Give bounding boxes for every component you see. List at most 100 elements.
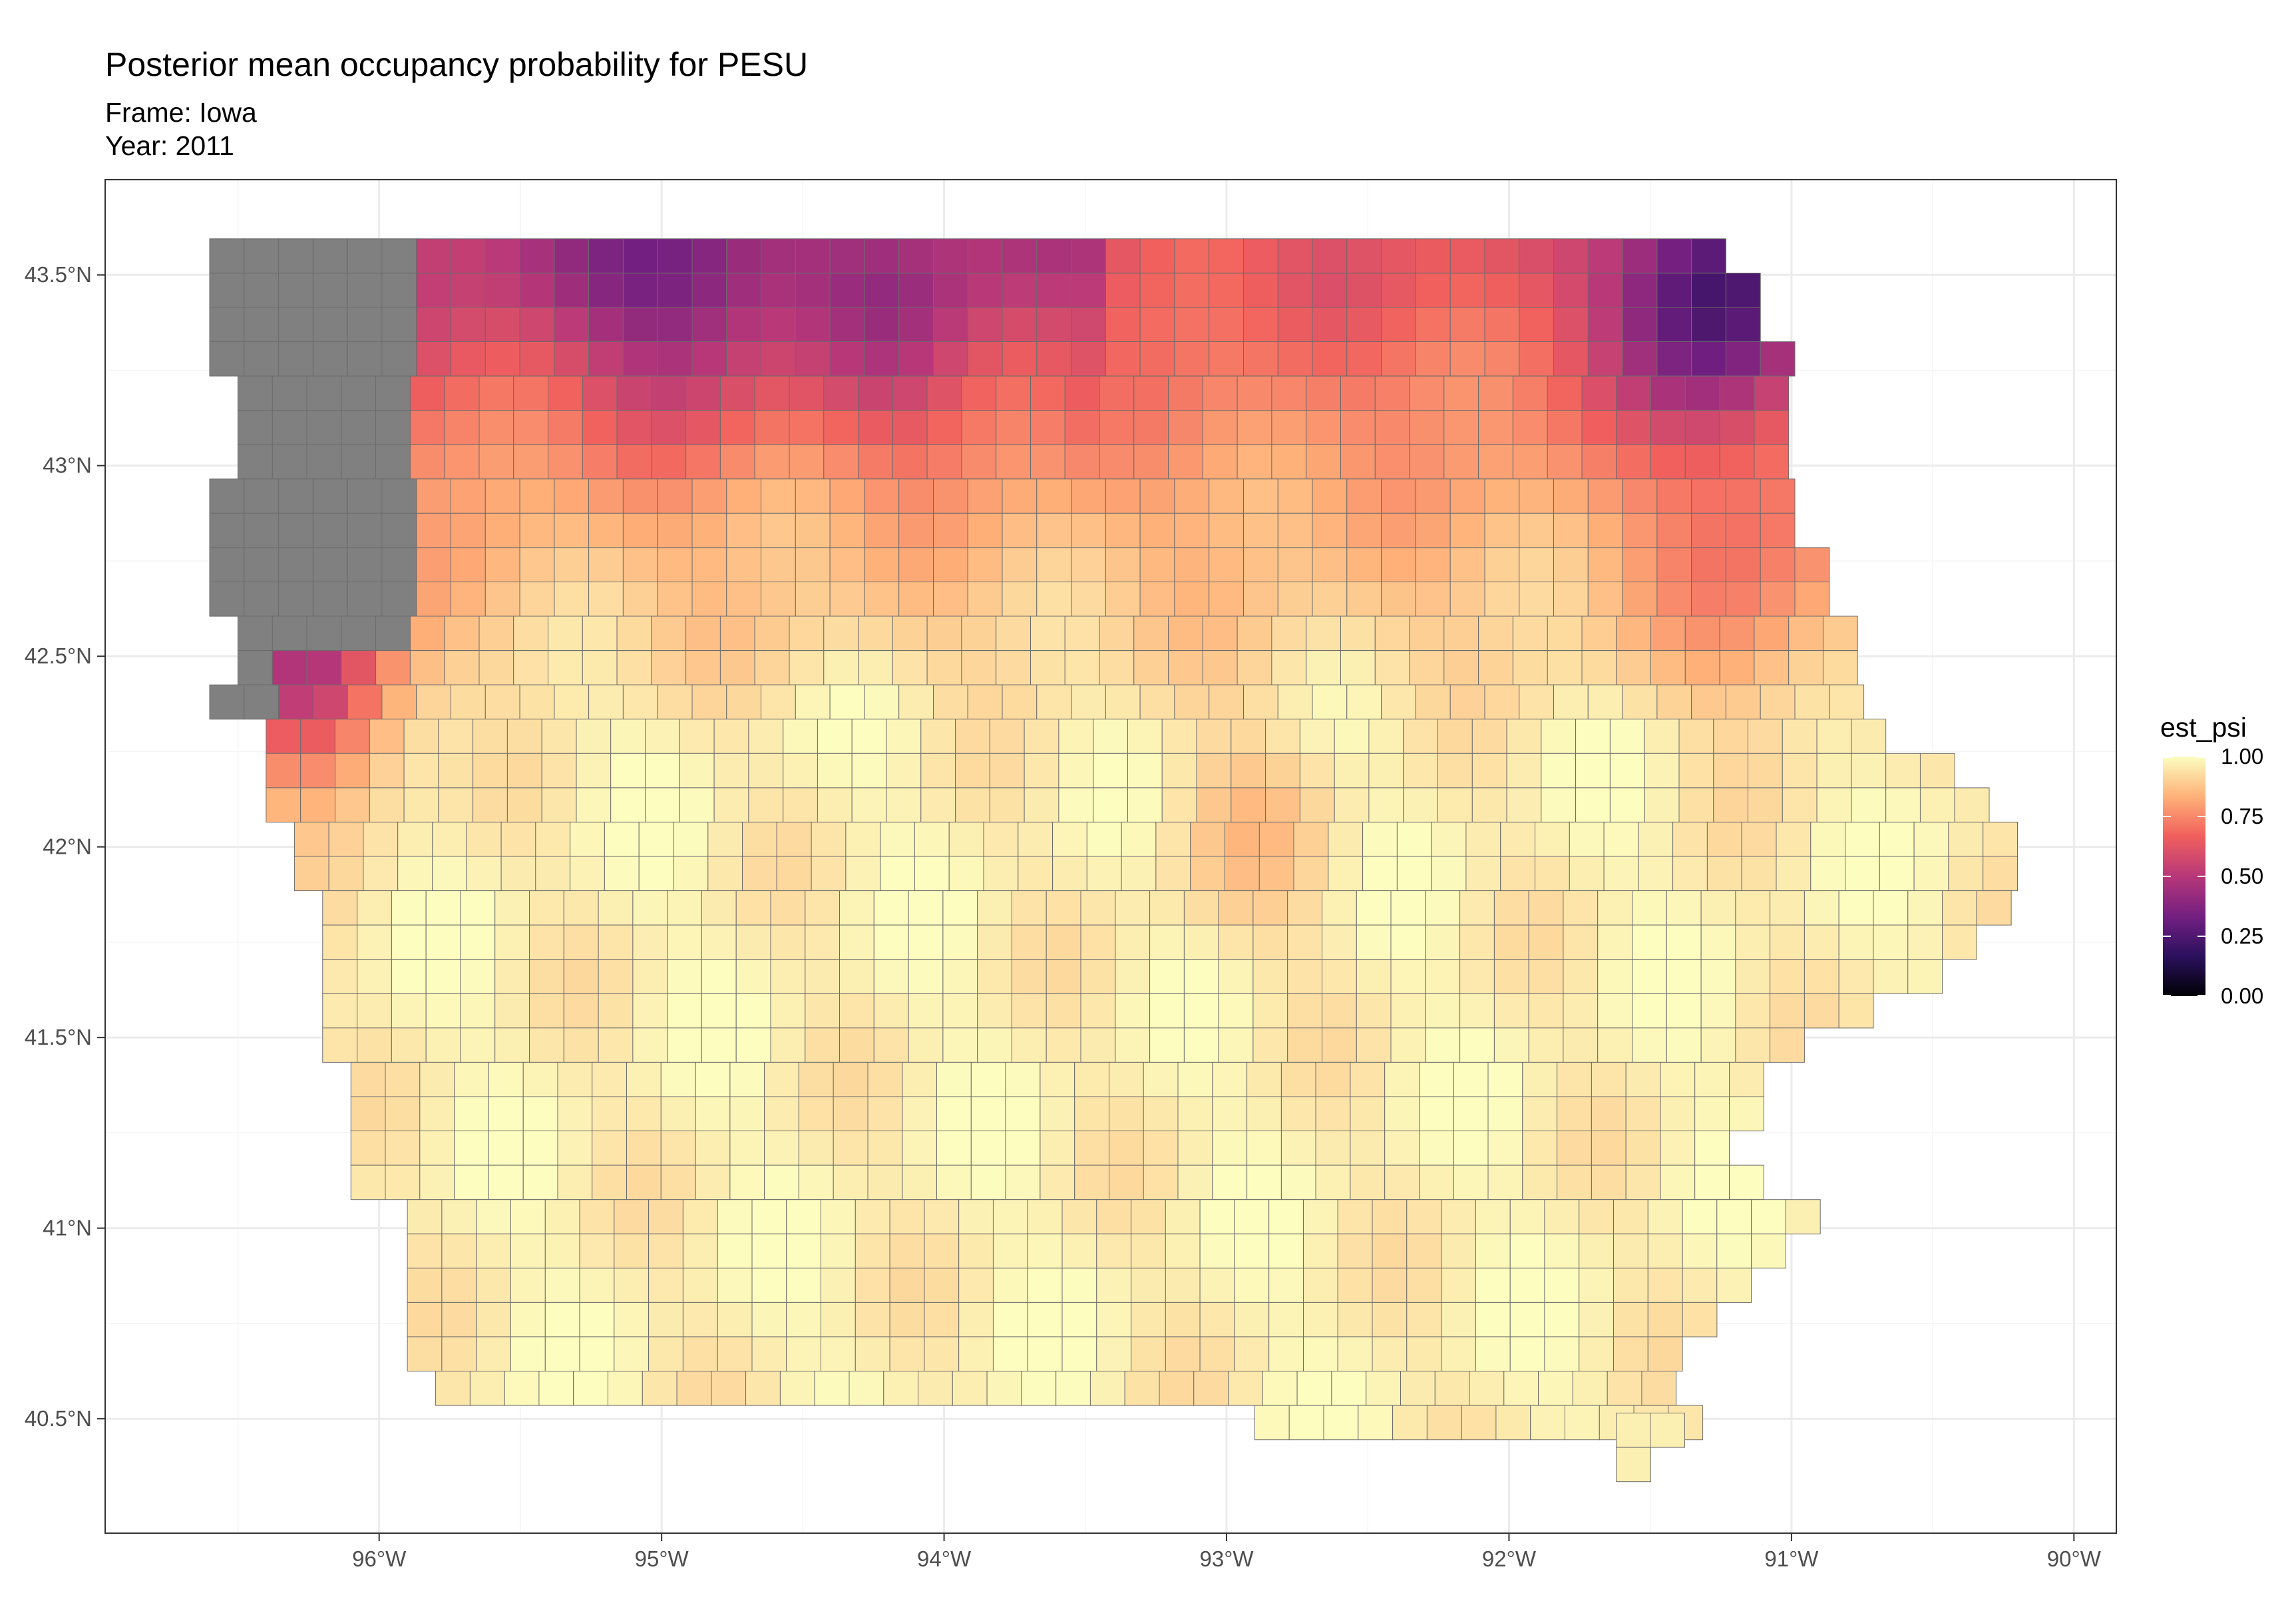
grid-cell (967, 341, 1003, 377)
grid-cell (1199, 1336, 1235, 1372)
grid-cell (1838, 993, 1874, 1029)
grid-cell (992, 1302, 1028, 1338)
grid-cell (958, 1336, 994, 1372)
grid-cell (1587, 238, 1623, 273)
grid-cell (375, 410, 411, 445)
grid-cell (1149, 1027, 1185, 1063)
grid-cell (1632, 1027, 1667, 1063)
grid-cell (967, 547, 1003, 583)
grid-cell (1816, 753, 1852, 789)
grid-cell (476, 1233, 512, 1269)
grid-cell (622, 547, 658, 583)
grid-cell (598, 1027, 634, 1063)
grid-cell (1575, 787, 1611, 823)
grid-cell (924, 1336, 960, 1372)
grid-cell (1469, 1371, 1505, 1406)
grid-cell (1390, 959, 1426, 994)
grid-cell (1684, 650, 1720, 685)
grid-cell (1346, 512, 1382, 548)
grid-cell (667, 1027, 702, 1063)
grid-cell (1713, 753, 1749, 789)
grid-cell (616, 410, 652, 445)
grid-cell (789, 375, 825, 411)
grid-cell (488, 1131, 524, 1166)
grid-cell (1071, 684, 1106, 720)
grid-cell (1716, 1268, 1752, 1303)
grid-cell (682, 1233, 718, 1269)
grid-cell (312, 547, 348, 583)
grid-cell (1149, 993, 1185, 1029)
grid-cell (1632, 959, 1667, 994)
grid-cell (1572, 1371, 1608, 1406)
grid-cell (616, 375, 652, 411)
x-tick-label: 91°W (1764, 1546, 1819, 1571)
grid-cell (719, 375, 755, 411)
grid-cell (1478, 444, 1513, 480)
grid-cell (770, 959, 806, 994)
grid-cell (970, 1096, 1006, 1132)
grid-cell (977, 959, 1012, 994)
grid-cell (341, 650, 377, 685)
grid-cell (795, 582, 831, 617)
grid-cell (1694, 1165, 1730, 1200)
grid-cell (1519, 582, 1554, 617)
grid-cell (1209, 512, 1244, 548)
grid-cell (478, 616, 514, 651)
grid-cell (554, 582, 590, 617)
grid-cell (544, 1302, 580, 1338)
grid-cell (554, 307, 590, 342)
grid-cell (1443, 616, 1479, 651)
grid-cell (926, 444, 962, 480)
grid-cell (1246, 1096, 1282, 1132)
grid-cell (1885, 787, 1921, 823)
grid-cell (1748, 719, 1783, 754)
grid-cell (1613, 1199, 1648, 1234)
grid-cell (484, 582, 520, 617)
grid-cell (1415, 272, 1451, 308)
grid-cell (1036, 684, 1072, 720)
grid-cell (1234, 1336, 1270, 1372)
legend-tick-label: 0.75 (2221, 804, 2264, 828)
grid-cell (588, 684, 624, 720)
grid-cell (1212, 1061, 1248, 1097)
grid-cell (1183, 959, 1219, 994)
grid-cell (1133, 375, 1169, 411)
grid-cell (1443, 650, 1479, 685)
grid-cell (1579, 1268, 1614, 1303)
grid-cell (682, 1199, 718, 1234)
grid-cell (735, 924, 771, 960)
grid-cell (1563, 1027, 1599, 1063)
grid-cell (381, 684, 417, 720)
grid-cell (416, 512, 452, 548)
grid-cell (839, 993, 874, 1029)
grid-cell (1036, 582, 1072, 617)
grid-cell (1622, 547, 1658, 583)
grid-cell (1431, 821, 1467, 857)
grid-cell (1587, 307, 1623, 342)
grid-cell (1374, 375, 1410, 411)
grid-cell (538, 1371, 574, 1406)
grid-cell (961, 444, 997, 480)
grid-cell (961, 410, 997, 445)
grid-cell (660, 1061, 696, 1097)
grid-cell (829, 547, 865, 583)
grid-cell (1656, 684, 1692, 720)
grid-cell (1547, 444, 1583, 480)
grid-cell (513, 375, 549, 411)
grid-cell (335, 753, 370, 789)
grid-cell (948, 856, 984, 892)
grid-cell (494, 1027, 530, 1063)
grid-cell (1096, 1199, 1132, 1234)
grid-cell (1530, 1405, 1565, 1441)
grid-cell (701, 1027, 737, 1063)
grid-cell (1441, 1302, 1476, 1338)
grid-cell (673, 856, 709, 892)
grid-cell (1040, 1061, 1075, 1097)
grid-cell (1719, 410, 1755, 445)
grid-cell (1277, 478, 1313, 514)
grid-cell (522, 1096, 558, 1132)
grid-cell (892, 616, 928, 651)
grid-cell (454, 1061, 489, 1097)
grid-cell (1061, 1199, 1097, 1234)
grid-cell (651, 375, 687, 411)
